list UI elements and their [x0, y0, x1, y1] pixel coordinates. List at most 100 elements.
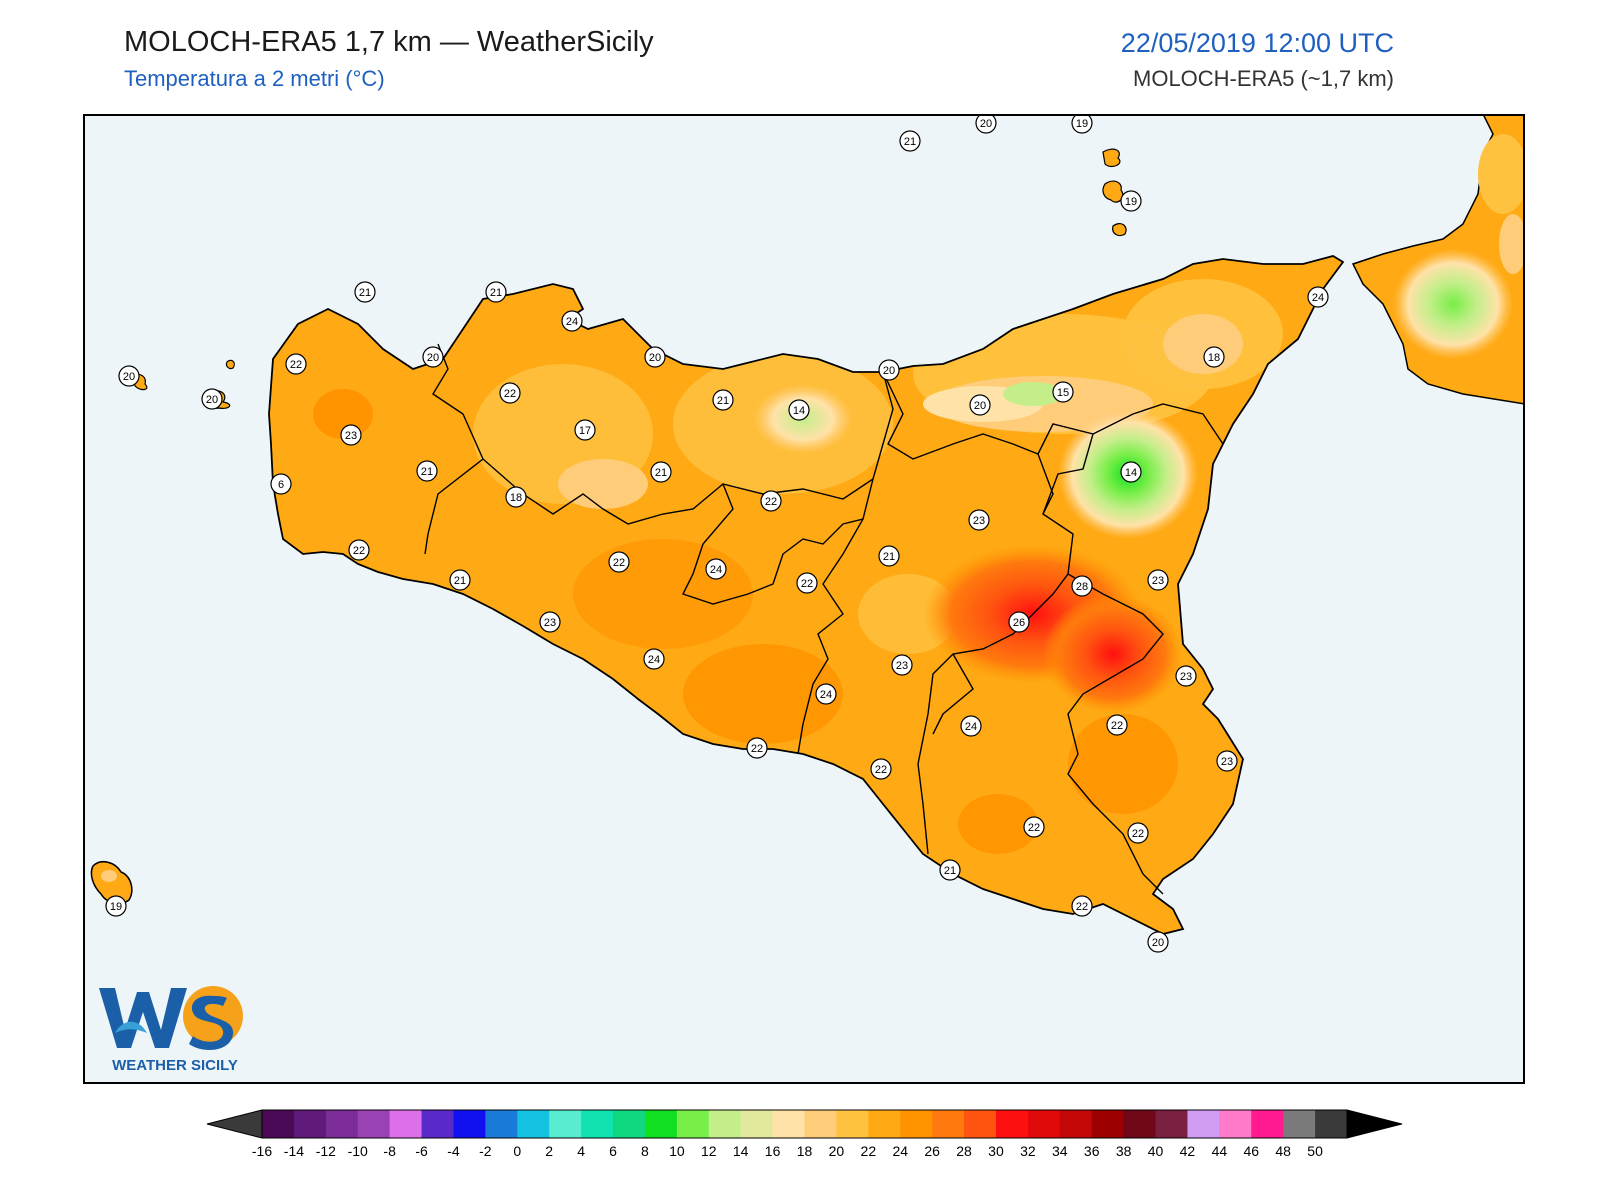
station-value: 20	[980, 118, 992, 130]
station-value: 20	[206, 394, 218, 406]
colorbar-tick-label: -14	[284, 1143, 304, 1159]
station-marker	[712, 389, 734, 411]
station-marker	[643, 648, 665, 670]
station-marker	[760, 490, 782, 512]
station-marker	[891, 654, 913, 676]
station-marker	[1203, 346, 1225, 368]
station-value: 20	[123, 371, 135, 383]
station-value: 19	[1125, 196, 1137, 208]
station-marker	[1147, 931, 1169, 953]
station-value: 24	[965, 721, 977, 733]
colorbar-swatch	[485, 1110, 518, 1138]
colorbar-swatch	[613, 1110, 646, 1138]
colorbar-swatch	[676, 1110, 710, 1138]
colorbar-swatch	[1187, 1110, 1220, 1138]
colorbar-swatch	[1283, 1110, 1316, 1138]
colorbar-tick-label: -12	[316, 1143, 336, 1159]
station-marker	[348, 539, 370, 561]
colorbar-swatch	[772, 1110, 805, 1138]
station-value: 17	[579, 425, 591, 437]
colorbar-tick-label: 42	[1180, 1143, 1196, 1159]
station-value: 22	[765, 496, 777, 508]
aeolian-islands	[1102, 148, 1127, 237]
colorbar-tick-label: -10	[348, 1143, 368, 1159]
map-frame	[83, 114, 1525, 1084]
station-marker	[416, 460, 438, 482]
colorbar-tick-label: -8	[383, 1143, 396, 1159]
station-marker	[975, 114, 997, 134]
station-value: 23	[1152, 575, 1164, 587]
station-value: 22	[1076, 901, 1088, 913]
station-value: 22	[875, 764, 887, 776]
header-title: MOLOCH-ERA5 1,7 km — WeatherSicily	[124, 26, 654, 58]
colorbar-tick-label: 38	[1116, 1143, 1132, 1159]
province-borders	[424, 343, 1224, 895]
colorbar-tick-label: 10	[669, 1143, 685, 1159]
station-value: 19	[110, 901, 122, 913]
station-marker	[1071, 114, 1093, 134]
station-value: 20	[649, 352, 661, 364]
colorbar-tick-label: 40	[1148, 1143, 1164, 1159]
colorbar-tick-label: 36	[1084, 1143, 1100, 1159]
colorbar-tick-label: 22	[861, 1143, 877, 1159]
station-marker	[1071, 895, 1093, 917]
station-marker	[1106, 714, 1128, 736]
station-value: 23	[1180, 671, 1192, 683]
station-value: 22	[504, 388, 516, 400]
sicily-landmass	[268, 255, 1345, 935]
station-marker	[485, 281, 507, 303]
colorbar-swatch	[964, 1110, 997, 1138]
station-marker	[354, 281, 376, 303]
colorbar-tick-label: 48	[1275, 1143, 1291, 1159]
colorbar-swatch	[1315, 1110, 1348, 1138]
colorbar-tick-label: 6	[609, 1143, 617, 1159]
station-value: 21	[655, 467, 667, 479]
station-labels: 21 20 19 19 20 20 24 18 21 21 24 20 20 22 20 22 23 21 17 21…	[105, 114, 1329, 953]
station-value: 21	[421, 466, 433, 478]
station-marker	[960, 715, 982, 737]
station-marker	[1120, 461, 1142, 483]
station-value: 22	[613, 557, 625, 569]
colorbar-swatch	[804, 1110, 837, 1138]
colorbar-swatch	[581, 1110, 614, 1138]
colorbar-swatch	[357, 1110, 391, 1138]
colorbar-swatch	[421, 1110, 454, 1138]
station-marker	[1307, 286, 1329, 308]
station-marker	[270, 473, 292, 495]
colorbar-swatch	[325, 1110, 359, 1138]
station-marker	[878, 359, 900, 381]
colorbar-tick-label: 4	[577, 1143, 585, 1159]
header-datetime: 22/05/2019 12:00 UTC	[1120, 28, 1394, 58]
station-marker	[650, 461, 672, 483]
station-marker	[574, 419, 596, 441]
station-value: 24	[820, 689, 832, 701]
colorbar-tick-label: 30	[988, 1143, 1004, 1159]
colorbar-swatch	[932, 1110, 965, 1138]
station-marker	[1147, 569, 1169, 591]
colorbar-tick-label: 24	[892, 1143, 908, 1159]
station-value: 22	[751, 743, 763, 755]
station-marker	[201, 388, 223, 410]
station-marker	[1023, 816, 1045, 838]
station-marker	[1052, 381, 1074, 403]
station-marker	[878, 545, 900, 567]
station-value: 23	[896, 660, 908, 672]
colorbar-tick-label: 46	[1243, 1143, 1259, 1159]
header-model: MOLOCH-ERA5 (~1,7 km)	[1133, 66, 1394, 91]
station-value: 21	[717, 395, 729, 407]
colorbar-tick-label: 8	[641, 1143, 649, 1159]
station-value: 22	[1028, 822, 1040, 834]
station-value: 14	[793, 405, 805, 417]
station-marker	[968, 509, 990, 531]
station-marker	[340, 424, 362, 446]
station-marker	[870, 758, 892, 780]
colorbar-swatch	[836, 1110, 869, 1138]
station-value: 24	[566, 316, 578, 328]
station-marker	[285, 353, 307, 375]
colorbar-legend: -16 -14 -12 -10 -8 -6 -4 -2 0 2 4 6 8 10 12 14 16 18 20 22 2…	[206, 1109, 1403, 1159]
colorbar-tick-label: -16	[252, 1143, 272, 1159]
colorbar-swatch	[868, 1110, 901, 1138]
station-value: 22	[1132, 828, 1144, 840]
temperature-map: 21 20 19 19 20 20 24 18 21 21 24 20 20 22 20 22 23 21 17 21…	[83, 114, 1525, 1084]
colorbar-swatch	[1091, 1110, 1125, 1138]
